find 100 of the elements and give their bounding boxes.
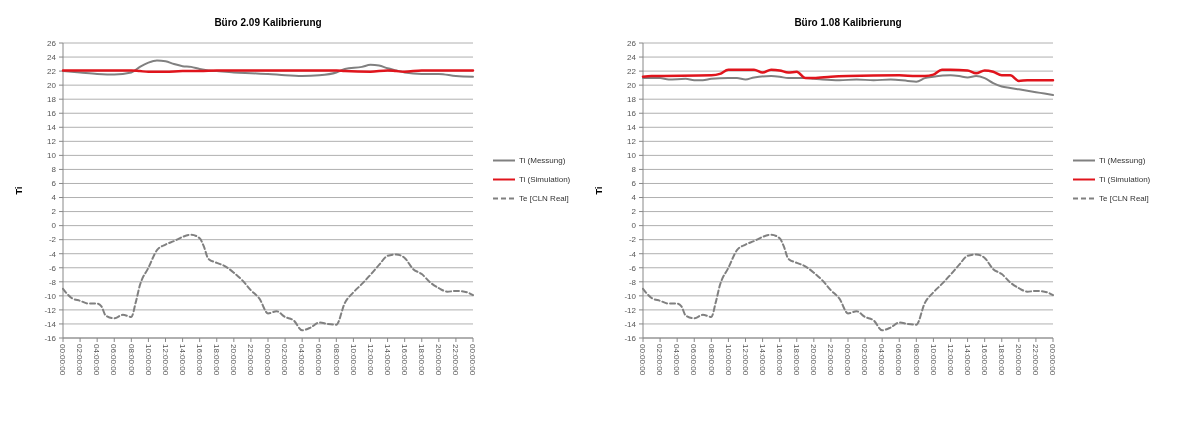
x-tick-label: 10:00:00 (348, 344, 358, 376)
legend-label: Te [CLN Real] (519, 194, 569, 204)
y-tick-label: 16 (47, 109, 57, 119)
y-tick-label: 18 (47, 94, 57, 104)
y-tick-label: -16 (44, 333, 57, 343)
x-tick-label: 06:00:00 (689, 344, 699, 376)
y-tick-label: -4 (48, 249, 57, 259)
x-tick-label: 22:00:00 (826, 344, 836, 376)
y-tick-label: 14 (627, 123, 637, 133)
y-tick-label: 10 (47, 151, 57, 161)
x-tick-label: 14:00:00 (382, 344, 392, 376)
legend-label: Ti (Simulation) (519, 175, 571, 185)
x-tick-label: 02:00:00 (655, 344, 665, 376)
legend-label: Ti (Messung) (1099, 156, 1146, 166)
x-tick-label: 22:00:00 (1031, 344, 1041, 376)
y-tick-label: 26 (627, 38, 637, 48)
y-tick-label: -4 (628, 249, 637, 259)
y-tick-label: 18 (627, 94, 637, 104)
y-tick-label: 6 (631, 179, 637, 189)
y-tick-label: 22 (627, 66, 637, 76)
y-tick-label: 8 (631, 165, 637, 175)
x-tick-label: 04:00:00 (92, 344, 102, 376)
x-tick-label: 06:00:00 (894, 344, 904, 376)
x-tick-label: 16:00:00 (399, 344, 409, 376)
x-tick-label: 18:00:00 (791, 344, 801, 376)
y-axis-title: Ti (594, 186, 604, 195)
y-tick-label: 4 (51, 193, 57, 203)
x-tick-label: 10:00:00 (143, 344, 153, 376)
x-tick-label: 20:00:00 (229, 344, 239, 376)
x-tick-label: 00:00:00 (1048, 344, 1058, 376)
x-tick-label: 14:00:00 (177, 344, 187, 376)
x-tick-label: 04:00:00 (297, 344, 307, 376)
x-tick-label: 16:00:00 (979, 344, 989, 376)
y-tick-label: 2 (51, 207, 57, 217)
y-tick-label: -14 (44, 319, 57, 329)
x-tick-label: 16:00:00 (194, 344, 204, 376)
x-tick-label: 08:00:00 (911, 344, 921, 376)
x-tick-label: 14:00:00 (757, 344, 767, 376)
x-tick-label: 20:00:00 (809, 344, 819, 376)
y-tick-label: 0 (631, 221, 637, 231)
chart-title: Büro 2.09 Kalibrierung (214, 17, 322, 28)
y-tick-label: -16 (624, 333, 637, 343)
y-tick-label: 8 (51, 165, 57, 175)
y-tick-label: 20 (627, 80, 637, 90)
x-tick-label: 04:00:00 (672, 344, 682, 376)
x-tick-label: 06:00:00 (109, 344, 119, 376)
x-tick-label: 10:00:00 (723, 344, 733, 376)
x-tick-label: 20:00:00 (434, 344, 444, 376)
x-tick-label: 12:00:00 (945, 344, 955, 376)
x-tick-label: 22:00:00 (246, 344, 256, 376)
x-tick-label: 00:00:00 (638, 344, 648, 376)
y-tick-label: 14 (47, 123, 57, 133)
y-tick-label: 20 (47, 80, 57, 90)
y-tick-label: -2 (48, 235, 57, 245)
x-tick-label: 00:00:00 (58, 344, 68, 376)
x-tick-label: 08:00:00 (706, 344, 716, 376)
x-tick-label: 20:00:00 (1014, 344, 1024, 376)
y-tick-label: -10 (624, 291, 637, 301)
y-tick-label: -12 (624, 305, 637, 315)
y-tick-label: -2 (628, 235, 637, 245)
y-tick-label: -14 (624, 319, 637, 329)
x-tick-label: 00:00:00 (263, 344, 273, 376)
y-axis-title: Ti (14, 186, 24, 195)
y-tick-label: -6 (628, 263, 637, 273)
x-tick-label: 12:00:00 (365, 344, 375, 376)
y-tick-label: 12 (47, 137, 57, 147)
x-tick-label: 04:00:00 (877, 344, 887, 376)
y-tick-label: -8 (628, 277, 637, 287)
y-tick-label: 16 (627, 109, 637, 119)
x-tick-label: 00:00:00 (843, 344, 853, 376)
y-tick-label: -6 (48, 263, 57, 273)
y-tick-label: -8 (48, 277, 57, 287)
x-tick-label: 14:00:00 (962, 344, 972, 376)
legend-label: Te [CLN Real] (1099, 194, 1149, 204)
x-tick-label: 18:00:00 (211, 344, 221, 376)
x-tick-label: 08:00:00 (126, 344, 136, 376)
y-tick-label: 4 (631, 193, 637, 203)
y-tick-label: -12 (44, 305, 57, 315)
x-tick-label: 00:00:00 (468, 344, 478, 376)
x-tick-label: 10:00:00 (928, 344, 938, 376)
x-tick-label: 02:00:00 (75, 344, 85, 376)
y-tick-label: 12 (627, 137, 637, 147)
x-tick-label: 16:00:00 (774, 344, 784, 376)
y-tick-label: 24 (627, 52, 637, 62)
x-tick-label: 02:00:00 (860, 344, 870, 376)
y-tick-label: 2 (631, 207, 637, 217)
x-tick-label: 22:00:00 (451, 344, 461, 376)
chart-title: Büro 1.08 Kalibrierung (794, 17, 902, 28)
y-tick-label: -10 (44, 291, 57, 301)
x-tick-label: 02:00:00 (280, 344, 290, 376)
x-tick-label: 06:00:00 (314, 344, 324, 376)
y-tick-label: 22 (47, 66, 57, 76)
legend-label: Ti (Simulation) (1099, 175, 1151, 185)
y-tick-label: 26 (47, 38, 57, 48)
x-tick-label: 12:00:00 (160, 344, 170, 376)
x-tick-label: 18:00:00 (416, 344, 426, 376)
y-tick-label: 10 (627, 151, 637, 161)
y-tick-label: 24 (47, 52, 57, 62)
y-tick-label: 0 (51, 221, 57, 231)
x-tick-label: 12:00:00 (740, 344, 750, 376)
